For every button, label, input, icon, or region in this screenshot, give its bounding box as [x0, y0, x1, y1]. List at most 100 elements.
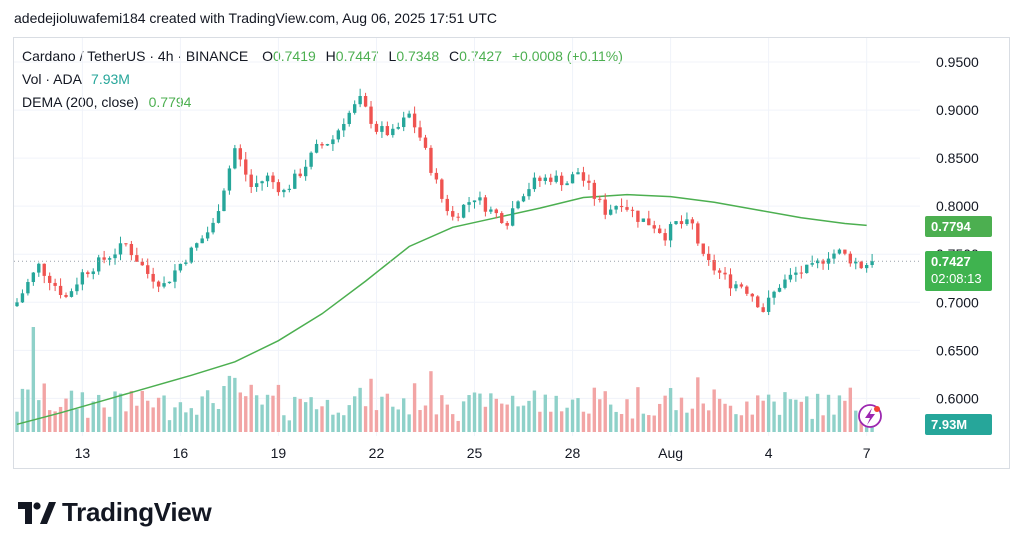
candle-body: [53, 282, 57, 286]
candle-body: [107, 258, 112, 260]
candle-body: [717, 270, 722, 273]
candle-body: [461, 204, 466, 218]
legend-ohlc-row: Cardano / TetherUS · 4h · BINANCE O0.741…: [22, 48, 623, 64]
candle-body: [178, 263, 183, 271]
volume-bar: [810, 418, 814, 432]
volume-bar: [423, 405, 428, 432]
candle-body: [271, 175, 275, 183]
volume-bar: [559, 411, 564, 432]
candle-body: [794, 272, 798, 275]
legend-high-value: 0.7447: [335, 48, 379, 64]
volume-bar: [233, 377, 237, 432]
price-tick-label: 0.6000: [936, 390, 979, 406]
candle-body: [309, 152, 313, 167]
candle-body: [244, 159, 248, 175]
candle-body: [347, 112, 351, 124]
candle-body: [489, 209, 493, 212]
candle-body: [80, 272, 85, 285]
legend-change: +0.0008 (+0.11%): [511, 48, 623, 64]
candle-body: [614, 205, 618, 210]
volume-bar: [64, 398, 68, 432]
candle-body: [445, 198, 449, 212]
candle-body: [668, 224, 673, 241]
legend-volume-row[interactable]: Vol · ADA 7.93M: [22, 71, 130, 87]
volume-bar: [352, 396, 357, 432]
volume-bar: [298, 398, 302, 432]
volume-bar: [625, 399, 629, 432]
volume-bar: [69, 390, 74, 432]
candle-body: [336, 130, 341, 140]
volume-bar: [805, 396, 809, 432]
candle-body: [543, 177, 548, 181]
volume-bar: [766, 394, 771, 432]
dema-line: [16, 193, 867, 426]
volume-bar: [837, 395, 842, 432]
candle-body: [696, 223, 700, 244]
candle-body: [456, 216, 460, 218]
volume-bar: [696, 377, 700, 432]
volume-bar: [843, 400, 847, 432]
legend-volume-label: Vol · ADA: [22, 71, 82, 87]
candle-body: [140, 261, 144, 266]
volume-bar: [178, 402, 183, 432]
volume-bar: [592, 387, 597, 432]
volume-bar: [173, 407, 177, 432]
time-tick-label: 13: [75, 445, 91, 461]
volume-bar: [668, 388, 673, 432]
candle-body: [205, 232, 210, 239]
volume-bar: [412, 383, 417, 432]
candle-body: [363, 96, 368, 107]
candle-body: [734, 284, 738, 289]
candle-body: [211, 222, 215, 233]
tradingview-logo[interactable]: TradingView: [18, 497, 212, 528]
candle-body: [342, 123, 346, 131]
candle-body: [69, 291, 74, 297]
volume-bar: [761, 400, 765, 432]
volume-bar: [652, 415, 656, 432]
volume-bar: [756, 395, 760, 432]
candle-body: [26, 282, 30, 294]
candle-body: [429, 147, 433, 173]
candle-body: [369, 106, 373, 124]
candle-body: [15, 302, 19, 307]
candle-body: [701, 243, 705, 254]
volume-bar: [679, 397, 684, 432]
candlesticks: [15, 88, 874, 316]
candle-body: [167, 281, 172, 284]
candle-body: [494, 209, 498, 214]
lightning-icon[interactable]: [858, 404, 882, 428]
candle-body: [222, 190, 226, 212]
candle-body: [282, 189, 286, 193]
time-axis[interactable]: 13 16 19 22 25 28 Aug 4 7: [75, 445, 871, 461]
volume-bar: [211, 403, 215, 432]
volume-bar: [630, 418, 635, 432]
volume-bar: [42, 383, 46, 432]
candle-body: [249, 174, 253, 187]
volume-bar: [445, 404, 449, 432]
candle-body: [521, 196, 526, 202]
volume-bar: [543, 394, 548, 432]
volume-bar: [374, 410, 379, 432]
volume-bar: [396, 409, 400, 432]
volume-bar: [146, 400, 150, 432]
candle-body: [636, 210, 640, 222]
candle-body: [380, 126, 384, 132]
volume-bar: [15, 411, 19, 432]
candle-body: [685, 219, 689, 225]
volume-bar: [429, 371, 433, 432]
legend-dema-label: DEMA (200, close): [22, 94, 139, 110]
candle-body: [799, 272, 803, 274]
candle-body: [407, 113, 411, 118]
candle-body: [451, 211, 455, 217]
candle-body: [854, 261, 858, 264]
tradingview-logo-text: TradingView: [62, 497, 212, 527]
candle-body: [532, 177, 537, 190]
chart-frame: [13, 37, 1010, 469]
volume-bar: [739, 415, 744, 432]
candle-body: [135, 255, 139, 262]
volume-bar: [238, 392, 242, 432]
volume-bar: [342, 415, 346, 432]
legend-high-label: H: [325, 48, 336, 64]
candle-body: [826, 258, 831, 264]
